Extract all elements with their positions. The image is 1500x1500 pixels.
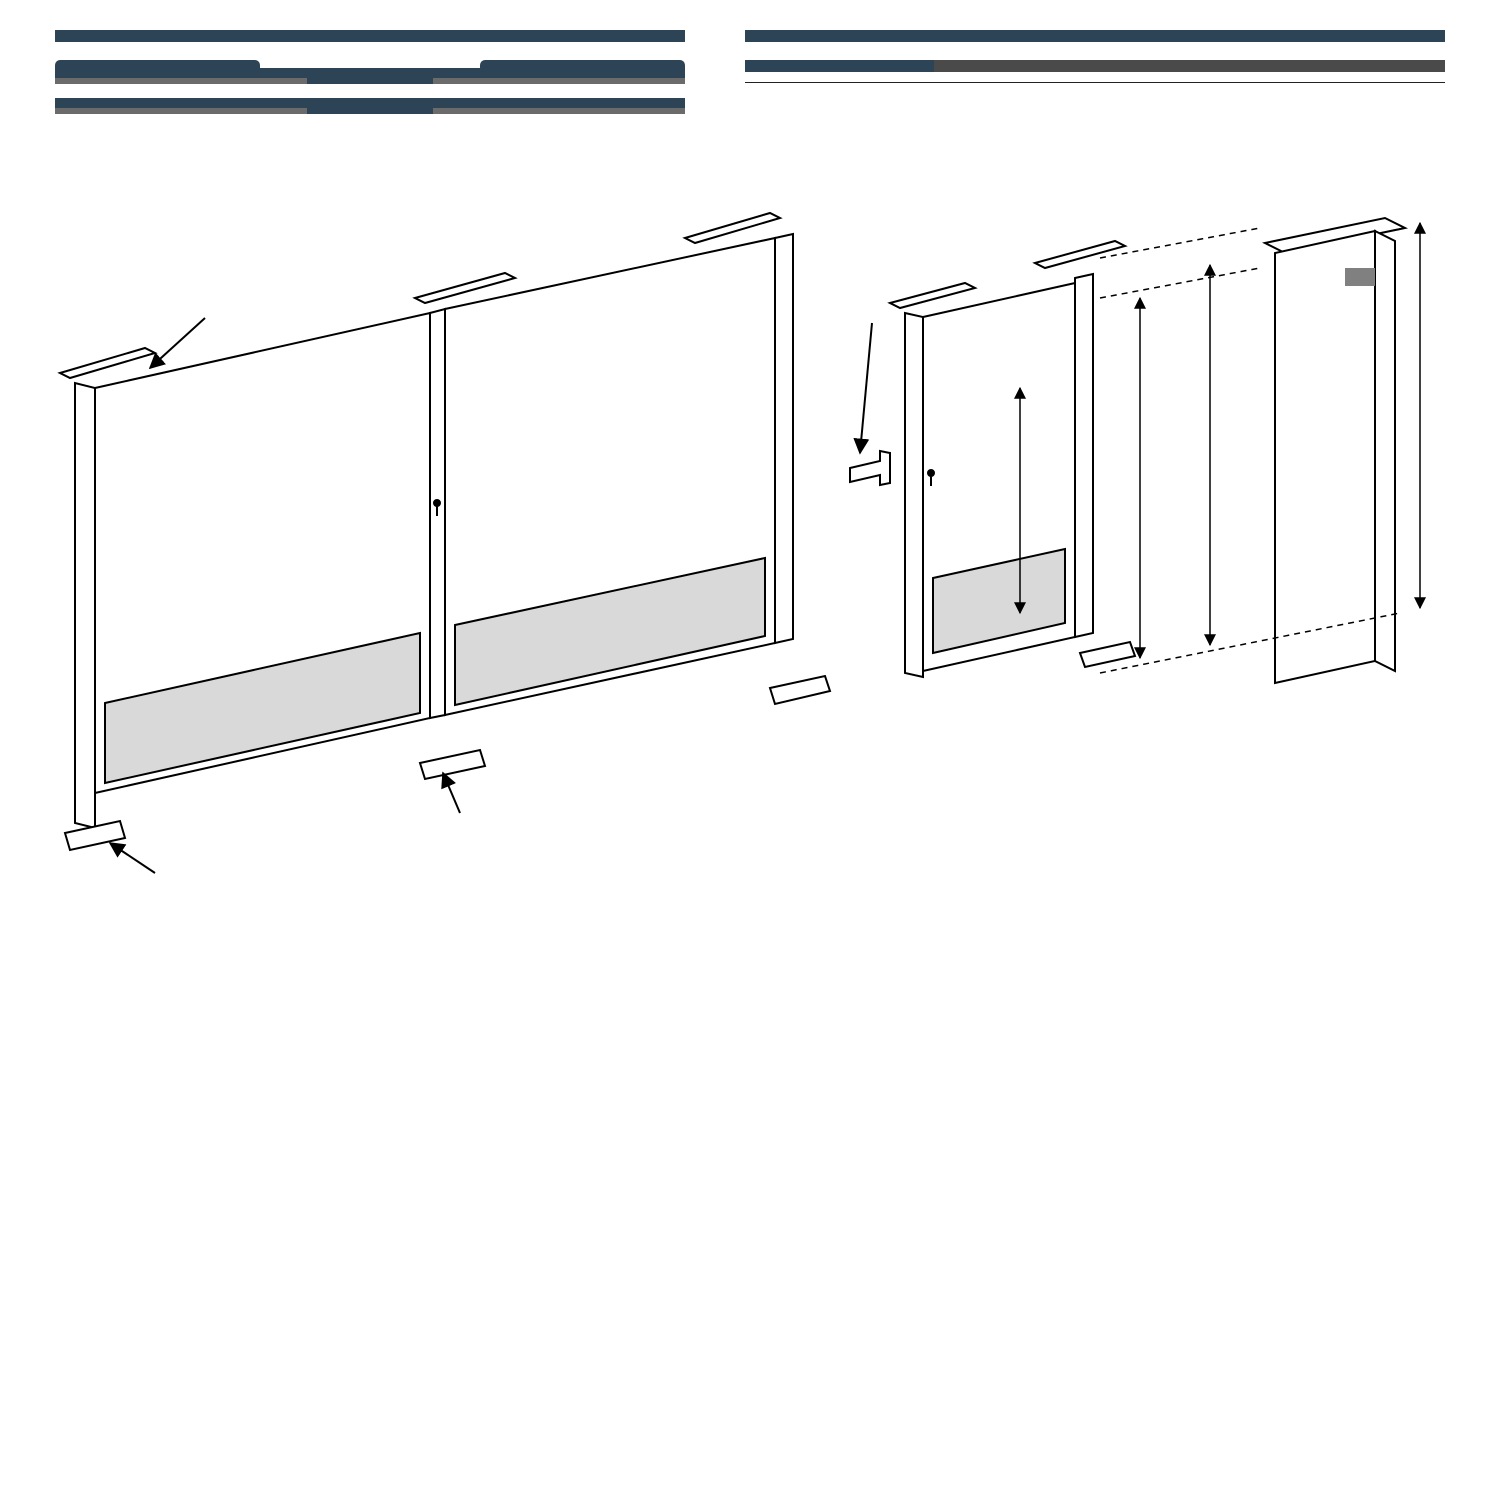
th-largeur-portillon: [307, 98, 433, 114]
height-table: [745, 60, 1445, 72]
main-gate-drawing: [60, 213, 1420, 873]
rule-line: [745, 82, 1445, 83]
head-jeux: [268, 60, 473, 68]
pillar-spacing-section: * Vantaux inégaux: [55, 30, 685, 173]
height-section: [745, 30, 1445, 173]
th-largeur-portail: [307, 68, 433, 84]
right-banner: [745, 30, 1445, 42]
column-group-heads: [55, 60, 685, 68]
portail-table: [55, 68, 685, 84]
accessory-specs: [745, 109, 1445, 115]
gate-diagram: [55, 203, 1445, 923]
th-hfab: [745, 60, 934, 72]
head-monaco: [480, 60, 685, 68]
th-hpil: [1256, 60, 1445, 72]
footnote: * Vantaux inégaux: [55, 124, 685, 173]
th-ecart-monaco2: [433, 98, 685, 108]
th-ecart-std: [55, 68, 307, 78]
head-standard: [55, 60, 260, 68]
th-ecart-std2: [55, 98, 307, 108]
th-enc: [934, 60, 1256, 72]
portillon-table: [55, 98, 685, 114]
left-banner: [55, 30, 685, 42]
th-ecart-monaco: [433, 68, 685, 78]
